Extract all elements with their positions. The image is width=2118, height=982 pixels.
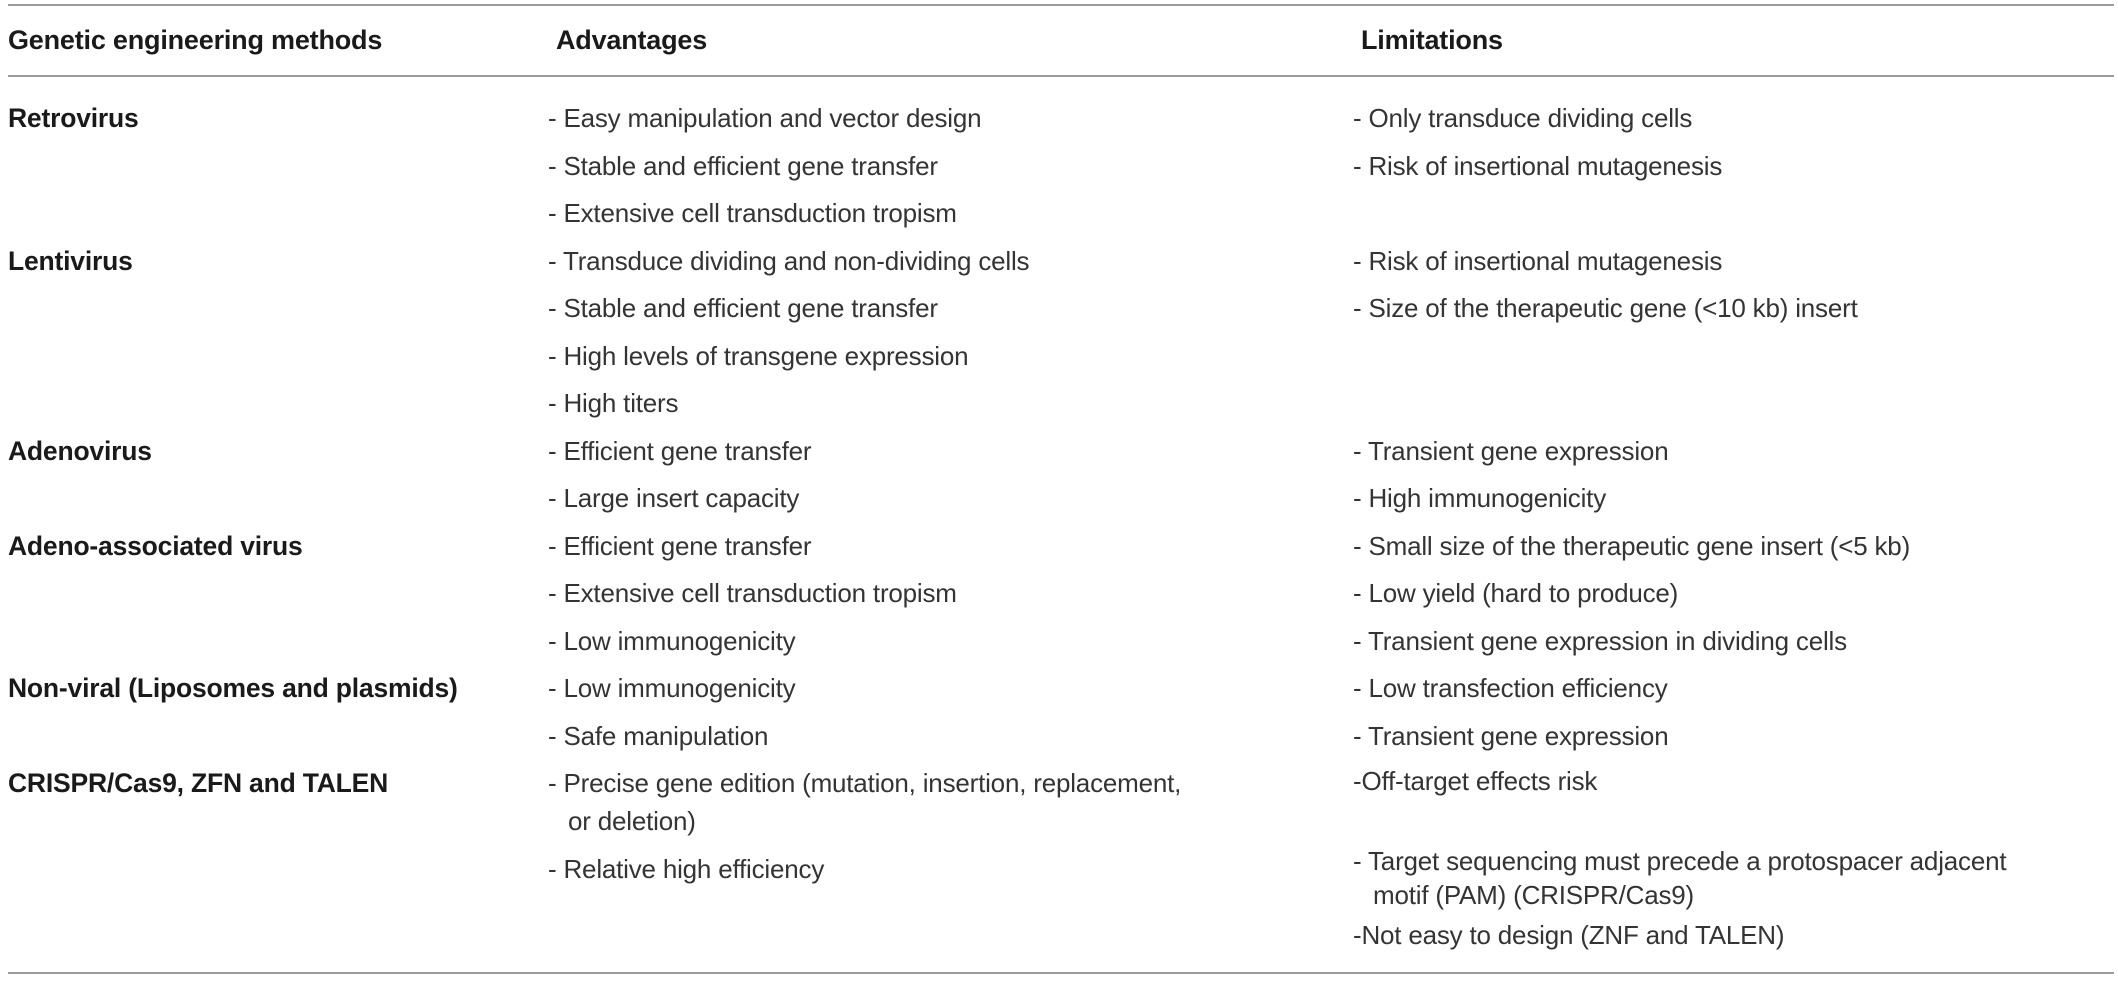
method-name: Retrovirus (8, 103, 139, 133)
table-row: Lentivirus - Transduce dividing and non-… (8, 242, 2118, 432)
advantage-item: - Efficient gene transfer (548, 435, 812, 466)
advantage-item: - Stable and efficient gene transfer (548, 150, 938, 181)
limitation-item: - Only transduce dividing cells (1353, 103, 1693, 133)
limitations-cell: - Risk of insertional mutagenesis - Size … (1353, 242, 2118, 432)
limitation-item: - Risk of insertional mutagenesis (1353, 245, 1723, 276)
advantage-item: - High levels of transgene expression (548, 340, 969, 371)
table-row: Non-viral (Liposomes and plasmids) - Low… (8, 669, 2118, 764)
advantage-item: - Efficient gene transfer (548, 530, 812, 561)
method-name: CRISPR/Cas9, ZFN and TALEN (8, 768, 389, 798)
method-name: Adeno-associated virus (8, 530, 303, 561)
advantage-item: - Extensive cell transduction tropism (548, 198, 957, 228)
advantage-item: - Low immunogenicity (548, 625, 796, 656)
limitation-item: - Small size of the therapeutic gene ins… (1353, 530, 1911, 561)
table-row: Adeno-associated virus - Efficient gene … (8, 527, 2118, 670)
advantage-item: - High titers (548, 388, 679, 418)
advantages-cell: - Low immunogenicity - Safe manipulation (548, 669, 1353, 764)
advantages-cell: - Transduce dividing and non-dividing ce… (548, 242, 1353, 432)
limitations-cell: - Small size of the therapeutic gene ins… (1353, 527, 2118, 670)
method-name: Adenovirus (8, 435, 152, 466)
limitation-item: -Off-target effects risk (1353, 766, 1598, 796)
limitation-item: - Transient gene expression in dividing … (1353, 625, 1847, 656)
advantage-item: - Extensive cell transduction tropism (548, 578, 957, 608)
table-row: CRISPR/Cas9, ZFN and TALEN - Precise gen… (8, 764, 2118, 958)
limitations-cell: -Off-target effects risk - Target sequenc… (1353, 764, 2118, 958)
limitation-item: - Target sequencing must precede a proto… (1353, 846, 2007, 910)
advantage-item: - Relative high efficiency (548, 853, 825, 884)
limitation-item: - Size of the therapeutic gene (<10 kb) … (1353, 293, 1858, 323)
table-body: Retrovirus - Easy manipulation and vecto… (8, 77, 2118, 958)
limitation-item (1353, 804, 2118, 838)
table-rule-top (8, 4, 2114, 6)
limitation-item: - Transient gene expression (1353, 435, 1669, 466)
advantage-item: - Low immunogenicity (548, 673, 796, 703)
limitation-item: - Risk of insertional mutagenesis (1353, 150, 1723, 181)
advantage-item: - Stable and efficient gene transfer (548, 293, 938, 323)
advantages-cell: - Efficient gene transfer - Extensive cel… (548, 527, 1353, 670)
limitation-item: -Not easy to design (ZNF and TALEN) (1353, 920, 1785, 950)
method-name: Lentivirus (8, 245, 133, 276)
column-header-methods: Genetic engineering methods (8, 25, 383, 55)
advantages-cell: - Precise gene edition (mutation, insert… (548, 764, 1353, 958)
table-rule-bottom (8, 972, 2114, 974)
advantage-item: - Easy manipulation and vector design (548, 103, 982, 133)
table-header-rule (8, 75, 2114, 77)
table-row: Retrovirus - Easy manipulation and vecto… (8, 99, 2118, 242)
limitation-item: - High immunogenicity (1353, 483, 1607, 513)
table-row: Adenovirus - Efficient gene transfer - La… (8, 432, 2118, 527)
advantage-item: - Safe manipulation (548, 720, 769, 751)
column-header-limitations: Limitations (1361, 25, 1503, 55)
advantage-item: - Precise gene edition (mutation, insert… (548, 768, 1182, 836)
limitation-item: - Transient gene expression (1353, 720, 1669, 751)
advantage-item: - Transduce dividing and non-dividing ce… (548, 245, 1030, 276)
limitations-cell: - Transient gene expression - High immuno… (1353, 432, 2118, 527)
method-name: Non-viral (Liposomes and plasmids) (8, 673, 458, 703)
table-header-row: Genetic engineering methods Advantages L… (8, 6, 2118, 75)
advantage-item: - Large insert capacity (548, 483, 800, 513)
advantages-cell: - Easy manipulation and vector design - S… (548, 99, 1353, 242)
advantages-cell: - Efficient gene transfer - Large insert … (548, 432, 1353, 527)
limitations-cell: - Only transduce dividing cells - Risk of… (1353, 99, 2118, 242)
column-header-advantages: Advantages (556, 25, 708, 55)
limitations-cell: - Low transfection efficiency - Transient… (1353, 669, 2118, 764)
limitation-item: - Low yield (hard to produce) (1353, 578, 1679, 608)
limitation-item: - Low transfection efficiency (1353, 673, 1668, 703)
